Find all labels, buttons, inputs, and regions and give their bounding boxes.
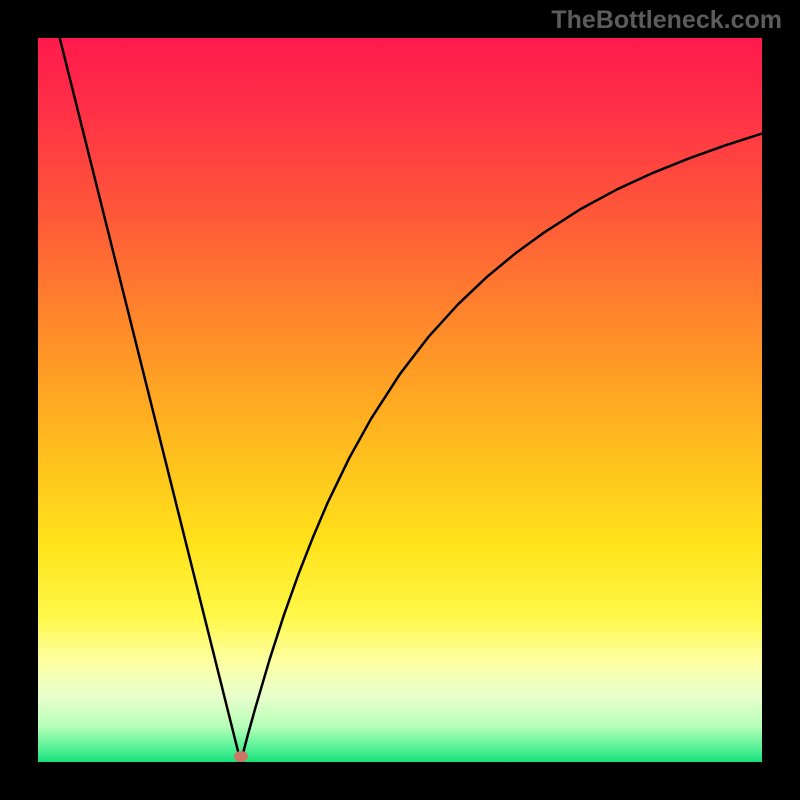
watermark-text: TheBottleneck.com	[551, 6, 782, 35]
plot-gradient-area	[38, 38, 762, 762]
chart-container: TheBottleneck.com	[0, 0, 800, 800]
